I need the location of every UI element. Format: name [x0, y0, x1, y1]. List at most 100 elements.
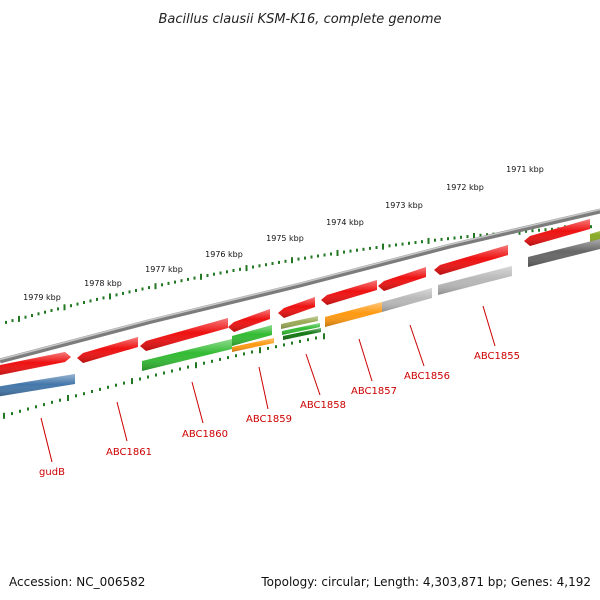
gene-feature-dark-green: [283, 328, 321, 340]
gene-label[interactable]: ABC1861: [106, 447, 152, 458]
inner-minor-tick: [251, 350, 253, 354]
outer-minor-tick: [330, 252, 332, 256]
outer-minor-tick: [460, 235, 462, 239]
outer-minor-tick: [375, 246, 378, 249]
outer-minor-tick: [219, 271, 222, 275]
outer-minor-tick: [271, 262, 274, 265]
outer-minor-tick: [310, 255, 313, 259]
outer-minor-tick: [369, 246, 371, 250]
gene-label[interactable]: ABC1855: [474, 351, 520, 362]
outer-minor-tick: [395, 243, 397, 247]
label-leader-line: [191, 381, 204, 424]
outer-minor-tick: [544, 228, 547, 232]
gene-label[interactable]: ABC1860: [182, 429, 228, 440]
inner-minor-tick: [155, 373, 157, 377]
inner-minor-tick: [171, 369, 173, 373]
inner-minor-tick: [203, 361, 205, 365]
outer-minor-tick: [453, 236, 456, 240]
gene-feature-green: [282, 323, 320, 335]
inner-major-tick: [195, 362, 197, 369]
gene-feature-red: [140, 318, 228, 351]
inner-minor-tick: [19, 409, 21, 413]
gene-feature-red: [77, 337, 138, 363]
outer-minor-tick: [167, 281, 170, 285]
outer-minor-tick: [434, 238, 436, 242]
outer-minor-tick: [31, 314, 33, 317]
outer-minor-tick: [180, 279, 183, 283]
gene-label[interactable]: ABC1858: [300, 400, 346, 411]
gene-feature-olive: [281, 316, 318, 329]
label-leader-line: [482, 305, 496, 347]
inner-minor-tick: [219, 357, 221, 361]
gene-label[interactable]: gudB: [39, 467, 65, 478]
outer-major-tick: [154, 283, 157, 290]
inner-minor-tick: [11, 412, 13, 416]
inner-minor-tick: [187, 365, 189, 369]
inner-minor-tick: [147, 375, 149, 379]
label-leader-line: [409, 324, 425, 367]
gene-feature-dark-gray: [528, 239, 600, 267]
outer-minor-tick: [538, 228, 540, 232]
outer-minor-tick: [70, 304, 72, 308]
outer-minor-tick: [590, 225, 592, 229]
inner-minor-tick: [307, 338, 309, 342]
outer-minor-tick: [239, 267, 241, 271]
inner-minor-tick: [35, 405, 37, 409]
outer-major-tick: [109, 293, 111, 300]
inner-minor-tick: [283, 343, 285, 347]
inner-minor-tick: [267, 346, 269, 350]
kbp-label: 1974 kbp: [326, 218, 364, 227]
inner-minor-tick: [75, 394, 77, 398]
genome-backbone: [0, 208, 600, 364]
outer-minor-tick: [284, 259, 287, 263]
gene-feature-red: [434, 245, 508, 275]
gene-feature-red: [524, 219, 590, 246]
inner-minor-tick: [43, 403, 45, 407]
outer-minor-tick: [323, 253, 326, 257]
outer-minor-tick: [50, 309, 53, 312]
gene-feature-red: [0, 352, 71, 375]
label-leader-line: [358, 338, 373, 382]
outer-minor-tick: [466, 235, 469, 239]
inner-minor-tick: [235, 354, 237, 358]
outer-minor-tick: [206, 274, 209, 277]
outer-major-tick: [291, 257, 293, 264]
kbp-label-group: 1979 kbp 1978 kbp 1977 kbp 1976 kbp 1975 kbp…: [23, 165, 544, 302]
kbp-label: 1972 kbp: [446, 183, 484, 192]
inner-minor-tick: [163, 371, 165, 375]
outer-minor-tick: [11, 319, 14, 323]
outer-minor-tick: [174, 280, 176, 284]
outer-minor-tick: [349, 249, 352, 253]
gene-label[interactable]: ABC1859: [246, 414, 292, 425]
inner-minor-tick: [291, 341, 293, 345]
outer-minor-tick: [362, 247, 365, 251]
gene-features: [0, 219, 600, 397]
gene-label-group: gudB ABC1861 ABC1860 ABC1859 ABC1858 ABC1857 A…: [39, 351, 520, 478]
label-leader-line: [116, 401, 128, 442]
outer-major-tick: [382, 243, 384, 250]
outer-minor-tick: [525, 229, 527, 233]
inner-minor-tick: [59, 398, 61, 402]
outer-minor-tick: [479, 233, 482, 237]
inner-minor-tick: [315, 336, 317, 340]
outer-minor-tick: [89, 299, 92, 303]
outer-minor-tick: [440, 237, 443, 241]
outer-minor-tick: [401, 242, 404, 246]
outer-minor-tick: [37, 312, 40, 316]
label-leader-line: [40, 417, 53, 463]
gene-label[interactable]: ABC1856: [404, 371, 450, 382]
outer-minor-tick: [414, 241, 417, 244]
outer-minor-tick: [193, 276, 196, 280]
gene-feature-red: [228, 309, 270, 332]
outer-minor-tick: [258, 264, 261, 268]
gene-label[interactable]: ABC1857: [351, 386, 397, 397]
outer-major-tick: [18, 315, 20, 322]
outer-minor-tick: [57, 307, 59, 311]
outer-minor-tick: [122, 291, 124, 295]
kbp-label: 1971 kbp: [506, 165, 544, 174]
outer-minor-tick: [148, 286, 150, 290]
inner-minor-tick: [115, 383, 117, 387]
inner-minor-tick: [51, 400, 53, 404]
